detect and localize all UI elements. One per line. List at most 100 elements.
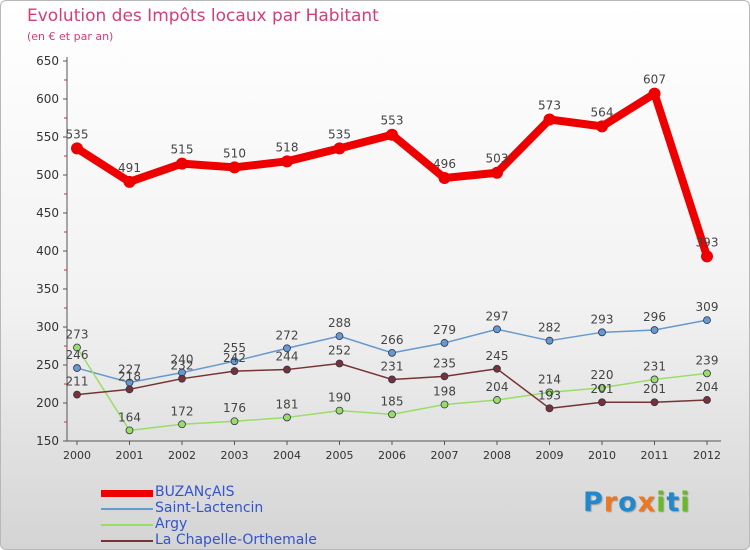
- data-point-saint-lactencin: [598, 328, 606, 337]
- data-label-argy: 198: [433, 385, 456, 399]
- data-point-buzancais: [281, 155, 293, 168]
- x-tick-label: 2010: [588, 449, 616, 462]
- legend-label-saint-lactencin: Saint-Lactencin: [155, 500, 264, 516]
- data-point-la-chapelle-orthemale: [545, 404, 554, 413]
- data-label-saint-lactencin: 309: [696, 300, 719, 314]
- logo-letter: t: [666, 487, 681, 518]
- x-tick-label: 2001: [116, 449, 144, 462]
- y-tick-label: 150: [36, 434, 59, 448]
- data-label-argy: 185: [381, 394, 404, 408]
- data-label-buzancais: 535: [66, 127, 89, 141]
- data-point-la-chapelle-orthemale: [178, 374, 186, 383]
- data-point-argy: [598, 383, 606, 392]
- data-point-saint-lactencin: [440, 339, 449, 347]
- data-label-saint-lactencin: 296: [643, 310, 666, 324]
- data-label-la-chapelle-orthemale: 231: [381, 359, 404, 373]
- y-tick-label: 500: [36, 168, 59, 182]
- data-point-buzancais: [386, 128, 398, 141]
- data-point-buzancais: [438, 172, 451, 185]
- data-label-buzancais: 393: [696, 235, 719, 249]
- data-label-la-chapelle-orthemale: 232: [171, 359, 194, 373]
- data-label-la-chapelle-orthemale: 193: [538, 388, 561, 402]
- data-label-buzancais: 553: [381, 114, 404, 128]
- legend-item-argy: Argy: [101, 516, 421, 533]
- x-tick-label: 2004: [273, 449, 301, 462]
- logo-letter: P: [583, 487, 604, 518]
- data-point-saint-lactencin: [283, 344, 291, 353]
- data-label-buzancais: 573: [538, 99, 561, 113]
- data-point-argy: [125, 426, 134, 435]
- data-point-la-chapelle-orthemale: [703, 396, 711, 404]
- data-label-saint-lactencin: 293: [591, 312, 614, 326]
- data-label-buzancais: 503: [486, 152, 509, 166]
- y-tick-label: 650: [36, 54, 59, 68]
- data-label-saint-lactencin: 227: [118, 362, 141, 376]
- y-tick-label: 400: [36, 244, 59, 258]
- data-point-argy: [335, 406, 344, 415]
- data-point-saint-lactencin: [335, 332, 344, 341]
- legend-swatch-la-chapelle-orthemale: [101, 540, 153, 542]
- data-label-saint-lactencin: 288: [328, 316, 351, 330]
- proxiti-logo: Proxiti: [583, 487, 691, 518]
- data-point-buzancais: [123, 175, 136, 188]
- data-label-saint-lactencin: 297: [486, 309, 509, 323]
- data-label-la-chapelle-orthemale: 201: [591, 382, 614, 396]
- data-label-la-chapelle-orthemale: 252: [328, 343, 351, 357]
- y-tick-label: 350: [36, 282, 59, 296]
- data-label-buzancais: 510: [223, 146, 246, 160]
- data-label-argy: 176: [223, 401, 246, 415]
- x-tick-label: 2007: [431, 449, 459, 462]
- y-tick-label: 550: [36, 130, 59, 144]
- y-tick-label: 300: [36, 320, 59, 334]
- data-label-argy: 220: [591, 368, 614, 382]
- data-point-buzancais: [543, 113, 556, 126]
- data-label-saint-lactencin: 272: [276, 328, 299, 342]
- data-label-la-chapelle-orthemale: 242: [223, 351, 246, 365]
- legend-swatch-buzancais: [101, 490, 153, 497]
- data-point-la-chapelle-orthemale: [283, 365, 291, 374]
- data-point-saint-lactencin: [545, 336, 554, 345]
- y-tick-label: 600: [36, 92, 59, 106]
- data-label-buzancais: 515: [171, 143, 194, 157]
- legend-item-saint-lactencin: Saint-Lactencin: [101, 500, 421, 517]
- data-point-saint-lactencin: [388, 348, 396, 357]
- data-point-saint-lactencin: [703, 316, 711, 325]
- x-tick-label: 2002: [168, 449, 196, 462]
- data-label-saint-lactencin: 255: [223, 341, 246, 355]
- data-point-argy: [230, 417, 239, 426]
- data-point-buzancais: [176, 157, 188, 170]
- logo-letter: r: [603, 487, 619, 518]
- logo-letter: x: [637, 487, 657, 518]
- data-point-argy: [493, 396, 501, 404]
- data-point-saint-lactencin: [73, 364, 81, 372]
- x-tick-label: 2000: [63, 449, 91, 462]
- y-tick-label: 450: [36, 206, 59, 220]
- data-label-argy: 204: [486, 380, 509, 394]
- x-tick-label: 2009: [536, 449, 564, 462]
- data-point-buzancais: [596, 120, 608, 133]
- logo-letter: i: [656, 487, 667, 518]
- data-label-la-chapelle-orthemale: 218: [118, 369, 141, 383]
- legend-label-la-chapelle-orthemale: La Chapelle-Orthemale: [155, 532, 317, 548]
- data-point-saint-lactencin: [493, 325, 501, 334]
- data-label-saint-lactencin: 282: [538, 321, 561, 335]
- legend-swatch-saint-lactencin: [101, 508, 153, 510]
- data-label-buzancais: 491: [118, 161, 141, 175]
- data-label-buzancais: 535: [328, 127, 351, 141]
- data-label-buzancais: 496: [433, 157, 456, 171]
- data-point-argy: [178, 420, 186, 429]
- data-label-la-chapelle-orthemale: 201: [643, 382, 666, 396]
- data-point-buzancais: [71, 142, 83, 155]
- data-point-argy: [388, 410, 396, 419]
- data-label-argy: 172: [171, 404, 194, 418]
- data-label-la-chapelle-orthemale: 211: [66, 375, 89, 389]
- chart-title: Evolution des Impôts locaux par Habitant: [27, 6, 379, 26]
- data-point-la-chapelle-orthemale: [73, 390, 81, 399]
- data-label-la-chapelle-orthemale: 204: [696, 380, 719, 394]
- data-point-buzancais: [648, 87, 661, 100]
- x-tick-label: 2011: [641, 449, 669, 462]
- data-label-saint-lactencin: 240: [171, 353, 194, 367]
- data-point-la-chapelle-orthemale: [388, 375, 396, 384]
